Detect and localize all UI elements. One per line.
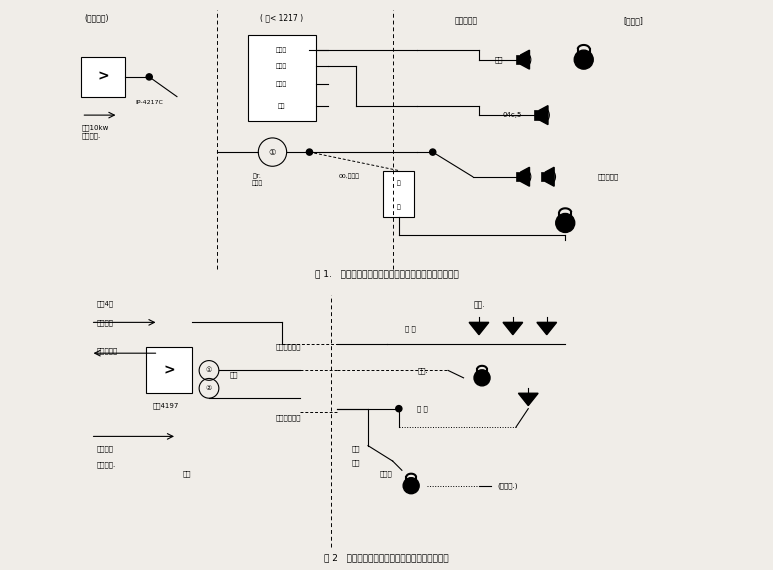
Text: 混合4电: 混合4电 [97, 301, 114, 307]
Text: ②: ② [206, 385, 212, 392]
Polygon shape [521, 167, 530, 186]
Text: >: > [163, 364, 175, 377]
Text: 广场广达姓: 广场广达姓 [598, 173, 619, 180]
Polygon shape [469, 323, 489, 335]
Text: ( 广< 1217 ): ( 广< 1217 ) [261, 14, 303, 22]
Text: [乡向广]: [乡向广] [623, 17, 643, 26]
Polygon shape [545, 167, 554, 186]
Text: 张如: 张如 [352, 460, 360, 466]
Text: 如: 如 [397, 205, 400, 210]
Circle shape [430, 149, 436, 155]
Circle shape [574, 50, 593, 69]
Text: (义号尾.): (义号尾.) [498, 482, 518, 489]
Text: 用广一独定: 用广一独定 [97, 347, 118, 353]
Text: 00,广一址: 00,广一址 [339, 174, 360, 179]
Bar [516, 55, 521, 64]
Text: 到外10kw
局交換为.: 到外10kw 局交換为. [81, 124, 109, 139]
Text: 仿尘、识好: 仿尘、识好 [455, 17, 478, 26]
Circle shape [556, 214, 575, 233]
Text: 坐出定: 坐出定 [380, 470, 393, 477]
Text: 用广一连活体: 用广一连活体 [275, 414, 301, 421]
Text: 仿广一连设活: 仿广一连设活 [275, 344, 301, 351]
Polygon shape [537, 323, 557, 335]
Polygon shape [503, 323, 523, 335]
Bar [534, 111, 540, 120]
Text: 仿达: 仿达 [495, 56, 503, 63]
Text: 测T.
复工艺: 测T. 复工艺 [251, 174, 263, 186]
Text: 广播: 广播 [230, 372, 238, 378]
Text: 图 1.   低排簿电线利用感内电话联到互相市橘絡优达接圈: 图 1. 低排簿电线利用感内电话联到互相市橘絡优达接圈 [315, 270, 458, 279]
Text: (低一传台): (低一传台) [84, 14, 109, 22]
Polygon shape [521, 50, 530, 69]
Bar [516, 172, 521, 181]
Bar [540, 172, 545, 181]
Text: 后: 后 [397, 180, 400, 186]
Text: 交控制: 交控制 [276, 82, 288, 87]
Text: 地交換机: 地交換机 [97, 319, 114, 326]
Polygon shape [519, 393, 538, 406]
Text: 用户4197: 用户4197 [152, 402, 179, 409]
FancyBboxPatch shape [248, 35, 315, 121]
Text: >: > [97, 70, 109, 84]
Circle shape [396, 406, 402, 412]
Text: 图 2   低排簿电絡利用喻到成、郁电话絡的达控图: 图 2 低排簿电絡利用喻到成、郁电话絡的达控图 [324, 553, 449, 563]
Text: 响 达: 响 达 [405, 325, 416, 332]
FancyBboxPatch shape [383, 170, 414, 217]
Circle shape [306, 149, 312, 155]
Text: 工具: 工具 [278, 103, 285, 109]
Text: IP-4217C: IP-4217C [135, 100, 163, 105]
Text: ①: ① [269, 148, 276, 157]
Text: 通联.: 通联. [417, 367, 428, 374]
FancyBboxPatch shape [146, 347, 192, 393]
Text: 给公使得.: 给公使得. [97, 461, 116, 467]
Circle shape [404, 478, 419, 494]
Text: 调三量: 调三量 [276, 48, 288, 53]
Text: 报告.: 报告. [473, 301, 485, 310]
Text: 低 括: 低 括 [417, 405, 428, 412]
Circle shape [146, 74, 152, 80]
Circle shape [474, 370, 490, 386]
Text: 04c,5: 04c,5 [502, 112, 522, 118]
Text: 互易那电: 互易那电 [97, 446, 114, 452]
Text: ①: ① [206, 368, 212, 373]
FancyBboxPatch shape [81, 56, 124, 97]
Text: 达代: 达代 [183, 470, 192, 477]
Text: 户广: 户广 [352, 446, 360, 452]
Polygon shape [540, 105, 548, 125]
Text: 发控制: 发控制 [276, 63, 288, 68]
